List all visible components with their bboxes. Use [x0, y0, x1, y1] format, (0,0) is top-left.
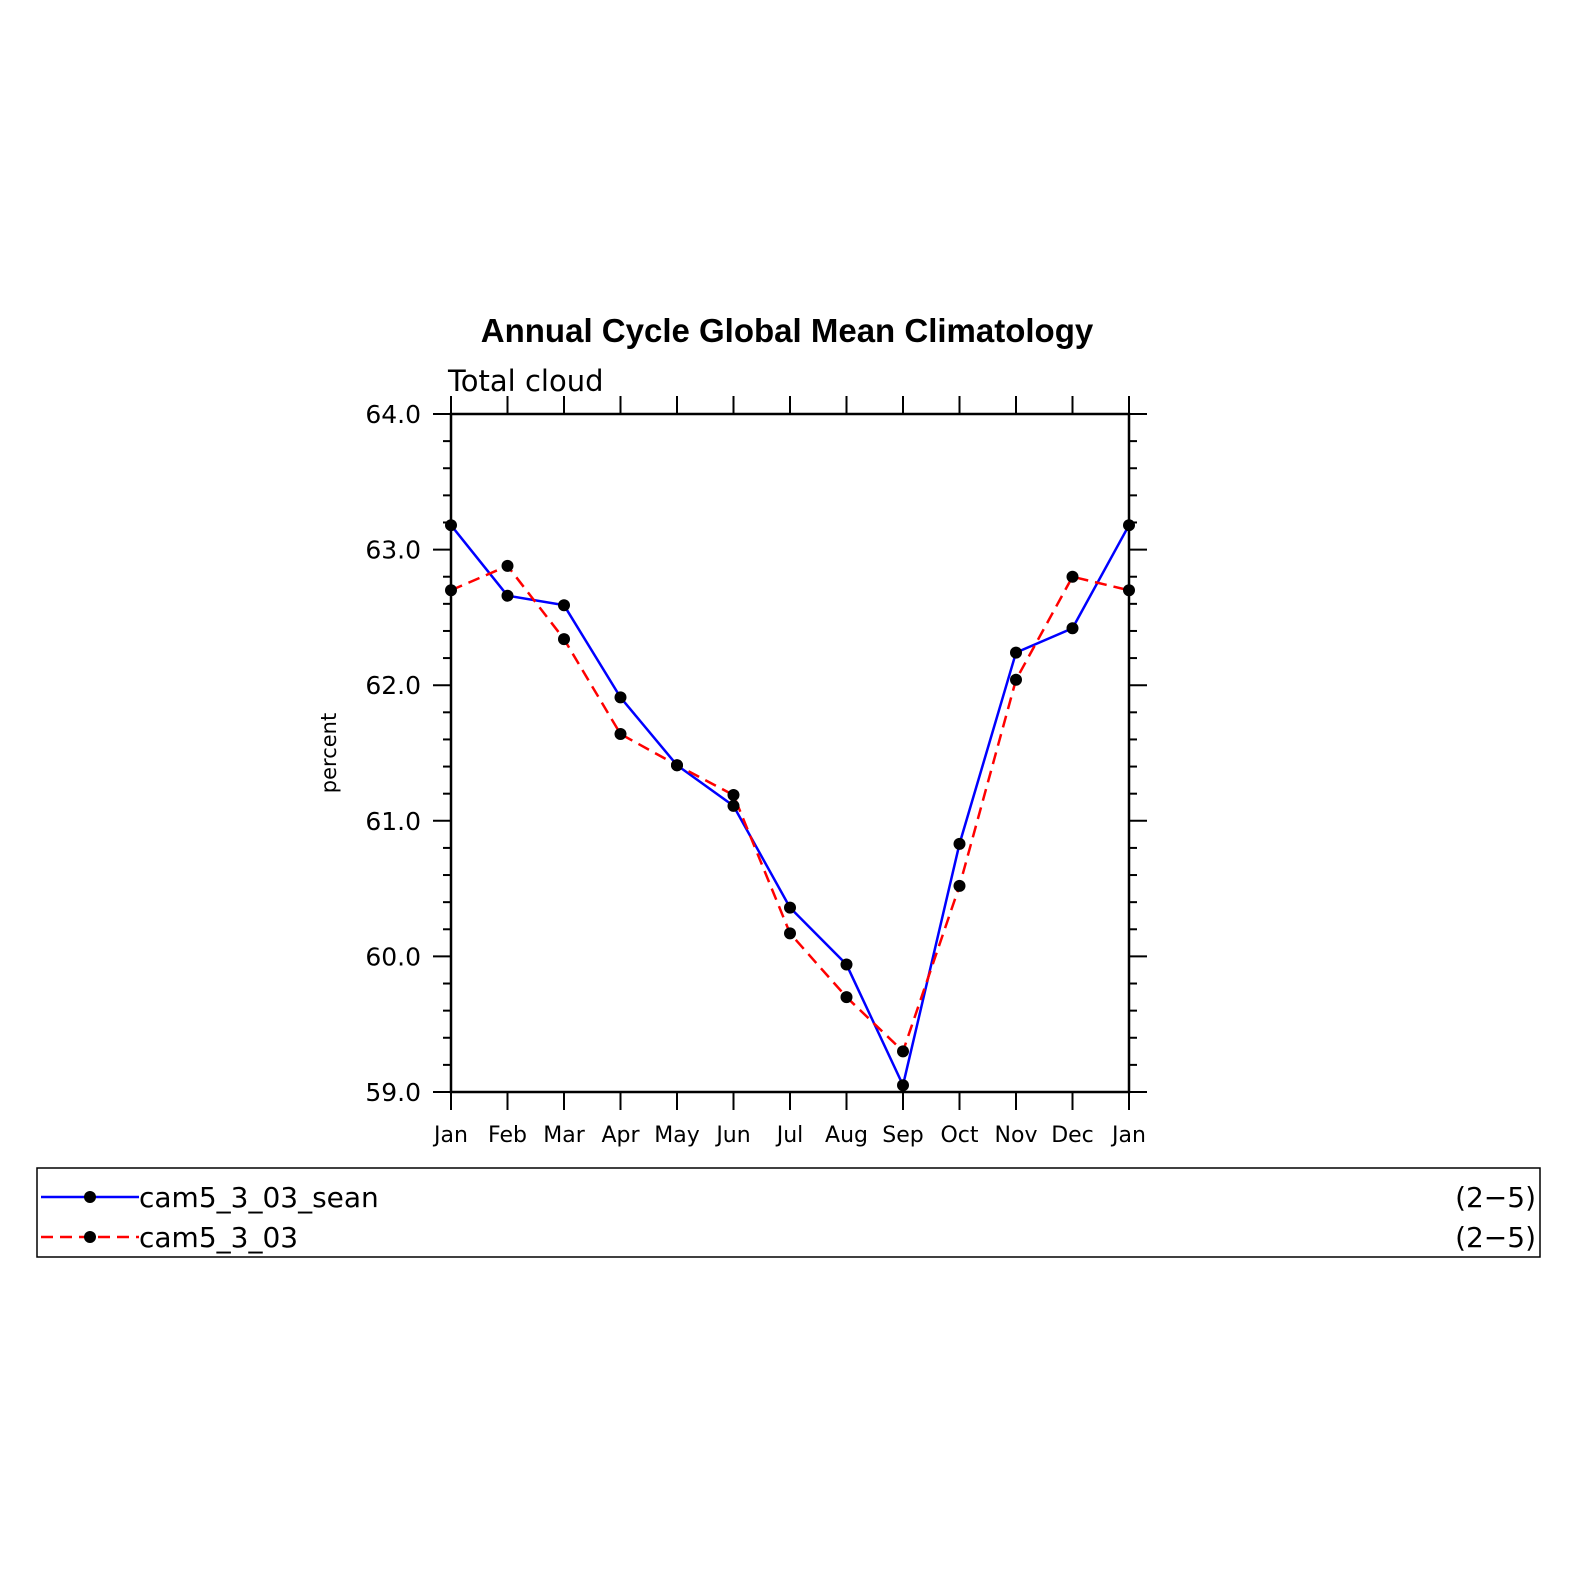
legend-border: [36, 1167, 1541, 1258]
data-point: [953, 879, 966, 892]
legend-series-range: (2−5): [1455, 1181, 1536, 1214]
data-point: [1123, 584, 1135, 597]
data-point: [1066, 622, 1079, 635]
y-tick-label: 61.0: [365, 807, 421, 836]
x-tick-label: Jul: [775, 1123, 804, 1148]
data-point: [727, 799, 740, 812]
plot-area: [449, 412, 1131, 1094]
x-tick-label: Sep: [882, 1123, 923, 1148]
data-point: [614, 728, 627, 741]
x-tick-label: Mar: [543, 1123, 585, 1148]
data-point: [1010, 646, 1022, 659]
y-tick-label: 62.0: [365, 671, 421, 700]
data-point: [784, 927, 796, 940]
data-point: [953, 837, 966, 850]
series-line: [450, 564, 1130, 1054]
data-point: [1010, 673, 1022, 686]
data-point: [784, 901, 796, 914]
series-line: [450, 524, 1131, 1090]
plot-frame: [449, 412, 1131, 1094]
legend-series-name: cam5_3_03_sean: [139, 1181, 379, 1214]
series-layer: [445, 519, 1135, 1092]
data-point: [671, 759, 683, 772]
data-point: [558, 633, 570, 646]
data-point: [840, 958, 853, 971]
data-point: [727, 789, 740, 802]
data-point: [1123, 519, 1135, 532]
y-tick-label: 60.0: [365, 942, 421, 971]
y-axis-label: percent: [317, 713, 341, 793]
x-tick-label: Aug: [825, 1123, 868, 1148]
x-tick-label: Nov: [995, 1123, 1038, 1148]
y-tick-label: 63.0: [365, 536, 421, 565]
data-point: [897, 1045, 909, 1058]
legend: cam5_3_03_sean (2−5) cam5_3_03 (2−5): [36, 1167, 1541, 1258]
x-tick-label: Apr: [601, 1123, 640, 1148]
legend-marker: [84, 1231, 96, 1243]
data-point: [558, 599, 570, 612]
x-tick-label: Jan: [432, 1123, 468, 1148]
chart-subtitle: Total cloud: [447, 364, 603, 398]
data-point: [445, 519, 457, 532]
data-point: [614, 691, 627, 704]
data-point: [501, 589, 514, 602]
data-point: [501, 559, 514, 572]
legend-series-range: (2−5): [1455, 1221, 1536, 1254]
y-tick-label: 64.0: [365, 400, 421, 429]
x-tick-label: Jun: [714, 1123, 750, 1148]
data-point: [445, 584, 457, 597]
x-tick-label: Jan: [1110, 1123, 1146, 1148]
data-point: [1066, 570, 1079, 583]
y-tick-label: 59.0: [365, 1078, 421, 1107]
y-axis-ticks: 59.0 60.0 61.0 62.0 63.0 64.0: [365, 400, 1147, 1107]
x-axis-ticks: Jan Feb Mar Apr May Jun Jul Aug Sep Oct Nov Dec Jan: [432, 396, 1146, 1148]
x-tick-label: Oct: [940, 1123, 978, 1148]
data-point: [897, 1079, 909, 1092]
x-tick-label: May: [654, 1123, 699, 1148]
chart-title: Annual Cycle Global Mean Climatology: [481, 312, 1094, 349]
legend-series-name: cam5_3_03: [139, 1221, 298, 1254]
x-tick-label: Feb: [488, 1123, 527, 1148]
data-point: [840, 991, 853, 1004]
legend-marker: [84, 1191, 96, 1203]
x-tick-label: Dec: [1051, 1123, 1094, 1148]
